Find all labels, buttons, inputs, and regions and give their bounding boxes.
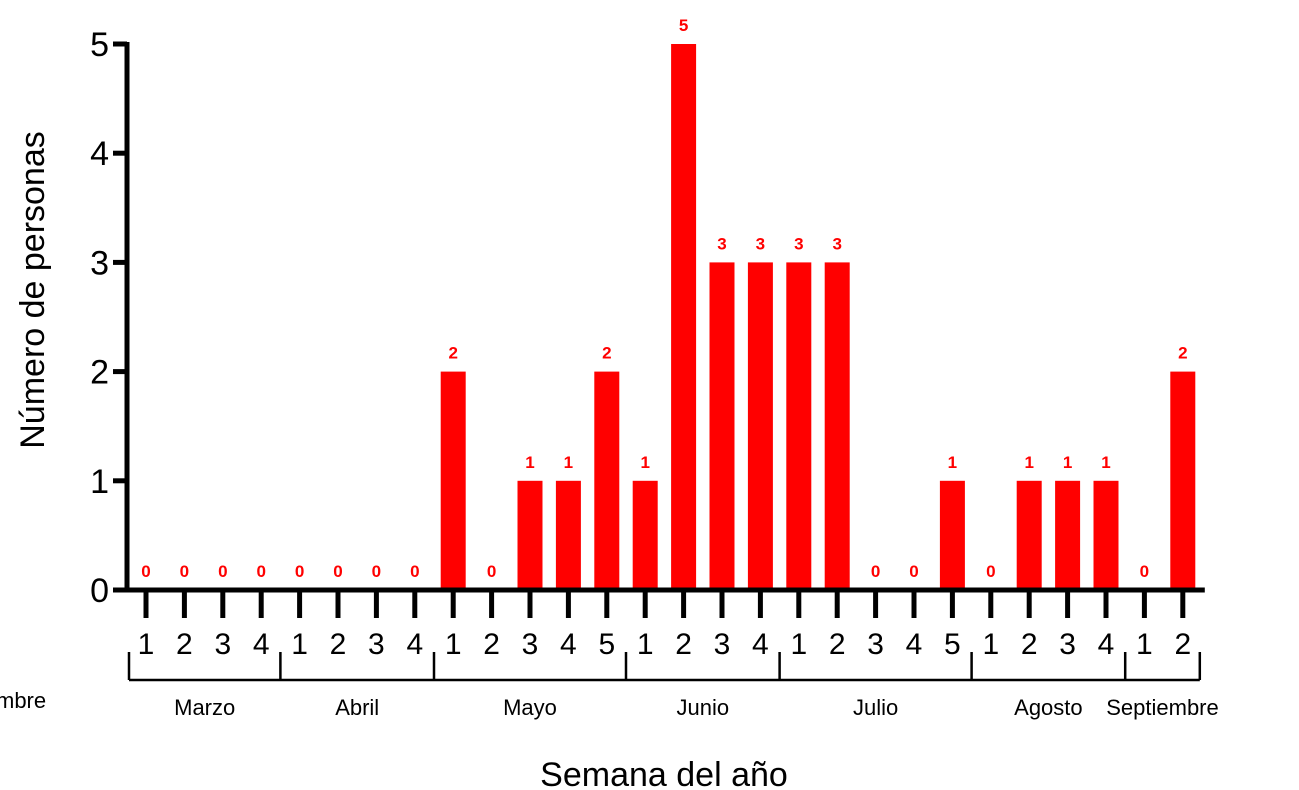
data-labels-group: 0 0 0 0 0 0 0 0 2 0 1 1 2 1 5 3 3 3 3 0 0 1 0 1 1 1 0 2 [141, 16, 1187, 581]
x-tick-label: 4 [752, 628, 769, 661]
x-tick-label: 3 [214, 628, 231, 661]
x-tick-label: 2 [330, 628, 347, 661]
data-label: 1 [1063, 453, 1072, 472]
x-tick-label: 2 [829, 628, 846, 661]
x-tick-label: 1 [291, 628, 308, 661]
data-label: 0 [1140, 562, 1149, 581]
x-tick-label: 4 [253, 628, 270, 661]
month-brackets-group: Marzo Abril Mayo Junio Julio Agosto Septiembre [127, 652, 1219, 720]
bar [1093, 480, 1119, 590]
x-tick-label: 4 [406, 628, 423, 661]
x-tick-label: 2 [1021, 628, 1038, 661]
data-label: 0 [410, 562, 419, 581]
x-tick-label: 4 [1098, 628, 1115, 661]
data-label: 3 [717, 234, 726, 253]
bar [1170, 371, 1196, 590]
data-label: 0 [256, 562, 265, 581]
data-label: 0 [180, 562, 189, 581]
bars-group [440, 44, 1196, 590]
month-label: Agosto [1014, 695, 1083, 720]
bar [1016, 480, 1042, 590]
data-label: 1 [948, 453, 957, 472]
x-axis-title: Semana del año [540, 756, 788, 790]
y-tick-label: 1 [90, 463, 109, 501]
data-label: 5 [679, 16, 688, 35]
data-label: 1 [640, 453, 649, 472]
data-label: 3 [756, 234, 765, 253]
data-label: 0 [333, 562, 342, 581]
bar [747, 262, 773, 590]
month-label: Julio [853, 695, 898, 720]
bar [517, 480, 543, 590]
x-tick-label: 4 [560, 628, 577, 661]
month-label: Mayo [503, 695, 557, 720]
data-label: 1 [1024, 453, 1033, 472]
x-tick-label: 2 [483, 628, 500, 661]
data-label: 0 [986, 562, 995, 581]
bar [939, 480, 965, 590]
data-label: 0 [295, 562, 304, 581]
x-tick-label: 4 [906, 628, 923, 661]
x-tick-label: 5 [944, 628, 961, 661]
x-tick-label: 3 [867, 628, 884, 661]
bar [555, 480, 581, 590]
month-label: Septiembre [1106, 695, 1219, 720]
data-label: 0 [218, 562, 227, 581]
data-label: 1 [564, 453, 573, 472]
x-tick-label: 1 [138, 628, 155, 661]
bar [824, 262, 850, 590]
bar [440, 371, 466, 590]
x-tick-label: 3 [522, 628, 539, 661]
data-label: 1 [1101, 453, 1110, 472]
data-label: 0 [487, 562, 496, 581]
cut-off-month-label: mbre [0, 688, 46, 713]
data-label: 0 [141, 562, 150, 581]
x-tick-label: 1 [637, 628, 654, 661]
data-label: 1 [525, 453, 534, 472]
bar [786, 262, 812, 590]
x-tick-label: 1 [1136, 628, 1153, 661]
bar [709, 262, 735, 590]
x-tick-label: 5 [598, 628, 615, 661]
x-tick-label: 1 [982, 628, 999, 661]
bar [594, 371, 620, 590]
month-label: Marzo [174, 695, 235, 720]
data-label: 3 [832, 234, 841, 253]
x-tick-label: 2 [675, 628, 692, 661]
bar [632, 480, 658, 590]
y-tick-label: 3 [90, 244, 109, 282]
data-label: 0 [372, 562, 381, 581]
x-tick-label: 1 [790, 628, 807, 661]
y-axis-title: Número de personas [14, 131, 52, 449]
month-label: Junio [677, 695, 730, 720]
month-label: Abril [335, 695, 379, 720]
y-tick-label: 2 [90, 354, 109, 392]
y-tick-label: 5 [90, 26, 109, 64]
data-label: 0 [871, 562, 880, 581]
x-tick-label: 2 [1174, 628, 1191, 661]
x-tick-label: 3 [1059, 628, 1076, 661]
data-label: 2 [1178, 344, 1187, 363]
data-label: 2 [602, 344, 611, 363]
axes-group [124, 42, 1205, 593]
y-ticks-group: 0 1 2 3 4 5 [90, 26, 127, 610]
y-tick-label: 4 [90, 135, 109, 173]
data-label: 2 [448, 344, 457, 363]
y-tick-label: 0 [90, 572, 109, 610]
x-tick-label: 1 [445, 628, 462, 661]
x-tick-label: 3 [368, 628, 385, 661]
bar [1055, 480, 1081, 590]
x-tick-label: 3 [714, 628, 731, 661]
data-label: 0 [909, 562, 918, 581]
x-tick-label: 2 [176, 628, 193, 661]
data-label: 3 [794, 234, 803, 253]
bar [671, 44, 697, 590]
